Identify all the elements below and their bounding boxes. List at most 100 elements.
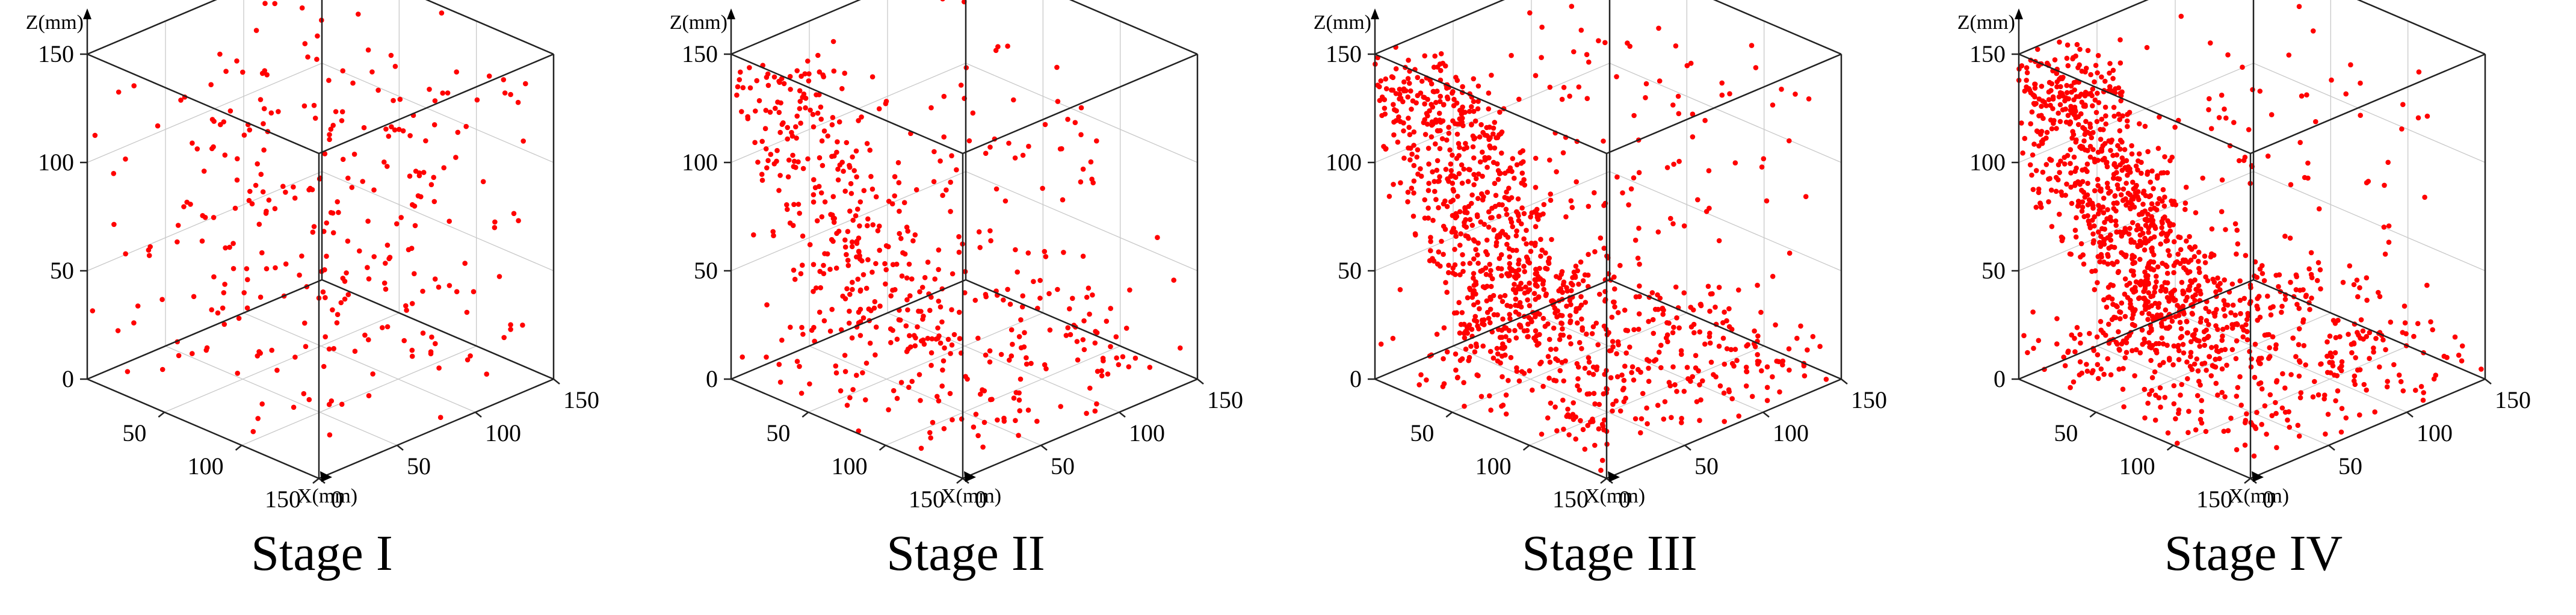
data-point bbox=[1080, 337, 1086, 342]
data-point bbox=[1661, 416, 1667, 422]
data-point bbox=[1764, 364, 1770, 369]
data-point bbox=[784, 202, 789, 208]
data-point bbox=[1621, 377, 1627, 383]
data-point bbox=[2146, 392, 2152, 397]
data-point bbox=[1042, 122, 1048, 128]
data-point bbox=[909, 379, 915, 385]
data-point bbox=[2312, 379, 2317, 385]
data-point bbox=[255, 161, 261, 167]
data-point bbox=[1632, 416, 1639, 422]
data-point bbox=[1407, 157, 1413, 163]
data-point bbox=[1524, 254, 1530, 260]
data-point bbox=[755, 159, 761, 165]
data-point bbox=[2116, 85, 2122, 91]
data-point bbox=[931, 179, 937, 185]
data-point bbox=[1578, 294, 1584, 300]
data-point bbox=[232, 205, 238, 211]
data-point bbox=[386, 134, 392, 139]
data-point bbox=[1466, 108, 1472, 114]
data-point bbox=[905, 307, 910, 313]
data-point bbox=[2080, 199, 2086, 205]
data-point bbox=[2196, 379, 2202, 384]
data-point bbox=[1489, 72, 1494, 78]
data-point bbox=[1469, 223, 1475, 228]
data-point bbox=[2237, 278, 2243, 284]
data-point bbox=[785, 206, 790, 212]
data-point bbox=[218, 122, 223, 128]
data-point bbox=[272, 206, 278, 212]
data-point bbox=[1580, 327, 1585, 333]
data-point bbox=[2202, 260, 2208, 265]
grid-line bbox=[2173, 345, 2408, 446]
data-point bbox=[2078, 254, 2083, 260]
data-point bbox=[2158, 241, 2163, 247]
x-tick-label: 150 bbox=[1207, 386, 1243, 413]
data-point bbox=[936, 247, 942, 253]
data-point bbox=[2122, 314, 2128, 320]
data-point bbox=[1541, 286, 1546, 292]
data-point bbox=[2339, 359, 2345, 365]
data-point bbox=[839, 86, 845, 91]
data-point bbox=[261, 121, 266, 126]
data-point bbox=[2303, 294, 2309, 300]
data-point bbox=[146, 253, 152, 258]
data-point bbox=[1579, 316, 1584, 322]
data-point bbox=[977, 245, 983, 250]
z-tick-label: 150 bbox=[1969, 40, 2006, 67]
data-point bbox=[2167, 228, 2173, 234]
z-tick-label: 0 bbox=[62, 365, 74, 392]
data-point bbox=[1525, 321, 1531, 327]
data-point bbox=[1450, 187, 1456, 193]
data-point bbox=[873, 194, 879, 200]
data-point bbox=[1433, 197, 1439, 202]
data-point bbox=[508, 91, 513, 97]
data-point bbox=[1721, 390, 1727, 396]
data-point bbox=[1499, 273, 1504, 279]
data-point bbox=[2152, 300, 2158, 306]
data-point bbox=[863, 397, 868, 403]
y-tick-label: 50 bbox=[122, 419, 146, 447]
data-point bbox=[2071, 379, 2077, 385]
data-point bbox=[1500, 229, 1506, 234]
data-point bbox=[1500, 341, 1506, 347]
data-point bbox=[912, 343, 918, 348]
data-point bbox=[1411, 162, 1417, 168]
data-point bbox=[849, 239, 855, 245]
data-point bbox=[2191, 361, 2198, 367]
data-point bbox=[2146, 330, 2152, 335]
data-point bbox=[1425, 205, 1431, 211]
data-point bbox=[800, 262, 805, 268]
data-point bbox=[781, 81, 787, 87]
data-point bbox=[2358, 317, 2364, 323]
data-point bbox=[2095, 375, 2101, 382]
data-point bbox=[1514, 209, 1519, 215]
data-point bbox=[1823, 377, 1829, 382]
data-point bbox=[2143, 297, 2148, 303]
data-point bbox=[2141, 188, 2147, 194]
data-point bbox=[1484, 298, 1490, 304]
data-point bbox=[2067, 251, 2073, 257]
data-point bbox=[2050, 96, 2056, 102]
data-point bbox=[833, 265, 839, 271]
cube-edge bbox=[730, 0, 861, 55]
data-point bbox=[2139, 211, 2145, 217]
data-point bbox=[1574, 306, 1579, 312]
data-point bbox=[2219, 338, 2225, 343]
data-point bbox=[1464, 210, 1470, 215]
data-point bbox=[2332, 350, 2338, 356]
data-point bbox=[2180, 303, 2186, 309]
data-point bbox=[1690, 374, 1695, 380]
data-point bbox=[2364, 275, 2370, 281]
data-point bbox=[418, 194, 424, 200]
data-point bbox=[803, 96, 809, 101]
data-point bbox=[2424, 282, 2430, 288]
data-point bbox=[1672, 382, 1678, 388]
data-point bbox=[2077, 359, 2083, 365]
data-point bbox=[264, 72, 270, 78]
data-point bbox=[2197, 270, 2202, 276]
caption-stage-3: Stage III bbox=[1522, 525, 1697, 581]
data-point bbox=[740, 85, 746, 90]
data-point bbox=[1547, 84, 1553, 90]
data-point bbox=[1475, 196, 1481, 202]
data-point bbox=[1471, 182, 1477, 188]
